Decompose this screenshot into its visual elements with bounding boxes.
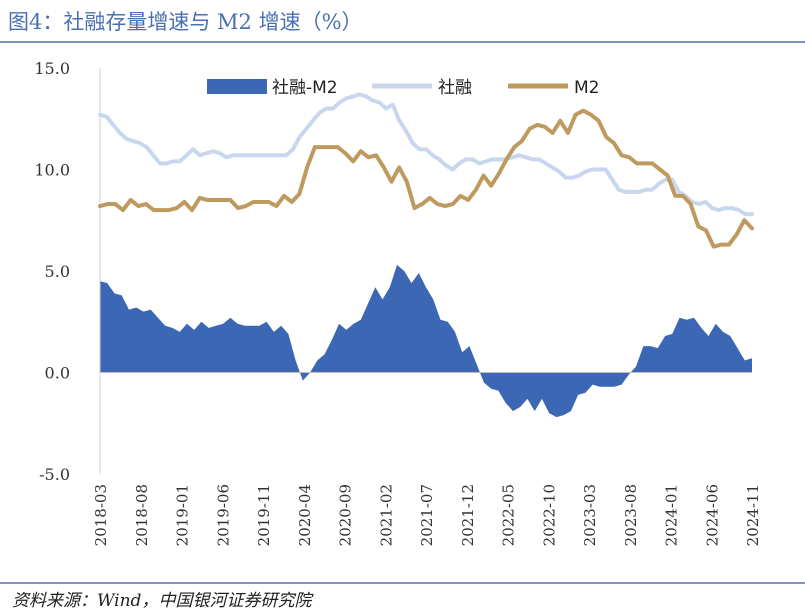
source-note: 资料来源：Wind，中国银河证券研究院 [12, 591, 312, 611]
x-tick-label: 2022-10 [540, 484, 558, 546]
legend-label-m2: M2 [574, 78, 599, 98]
x-tick-label: 2022-05 [500, 484, 518, 546]
diff-area-layer [100, 264, 752, 418]
x-tick-label: 2024-11 [744, 484, 762, 546]
x-tick-label: 2021-12 [459, 484, 477, 546]
title-rule [0, 41, 805, 43]
x-tick-label: 2019-06 [214, 484, 232, 546]
x-tick-label: 2020-04 [296, 484, 314, 546]
legend-label-tsf: 社融 [438, 78, 472, 98]
y-tick-label: 0.0 [45, 364, 70, 383]
x-tick-label: 2019-11 [255, 484, 273, 546]
y-axis-ticks: 15.0 10.0 5.0 0.0 -5.0 [34, 59, 70, 484]
x-tick-label: 2021-07 [418, 484, 436, 546]
legend-swatch-diff [207, 79, 267, 94]
x-tick-label: 2020-09 [337, 484, 355, 546]
y-tick-label: -5.0 [39, 465, 70, 484]
source-rule [0, 582, 805, 584]
series-area-tsf-minus-m2 [100, 264, 752, 418]
x-tick-label: 2024-01 [663, 484, 681, 546]
series-line-m2 [98, 108, 754, 249]
legend: 社融-M2 社融 M2 [207, 78, 599, 98]
x-tick-label: 2023-03 [581, 484, 599, 546]
x-tick-label: 2023-08 [622, 484, 640, 546]
x-axis-ticks: 2018-03 2018-08 2019-01 2019-06 2019-11 2020-… [92, 484, 762, 546]
x-tick-label: 2018-03 [92, 484, 110, 546]
x-tick-label: 2021-02 [377, 484, 395, 546]
y-tick-label: 15.0 [34, 59, 70, 78]
x-tick-label: 2018-08 [133, 484, 151, 546]
series-line-tsf [98, 92, 754, 217]
x-tick-label: 2019-01 [174, 484, 192, 546]
legend-label-diff: 社融-M2 [272, 78, 338, 98]
figure-title: 图4：社融存量增速与 M2 增速（%） [8, 10, 363, 34]
y-tick-label: 10.0 [34, 161, 70, 180]
y-tick-label: 5.0 [45, 262, 70, 281]
chart: 15.0 10.0 5.0 0.0 -5.0 2018-03 2018-08 2019-01… [34, 59, 762, 546]
x-tick-label: 2024-06 [703, 484, 721, 546]
line-series-layer [98, 92, 754, 249]
